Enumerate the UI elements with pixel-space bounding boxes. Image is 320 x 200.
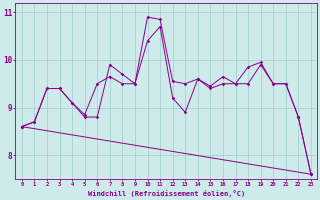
X-axis label: Windchill (Refroidissement éolien,°C): Windchill (Refroidissement éolien,°C) <box>88 190 245 197</box>
